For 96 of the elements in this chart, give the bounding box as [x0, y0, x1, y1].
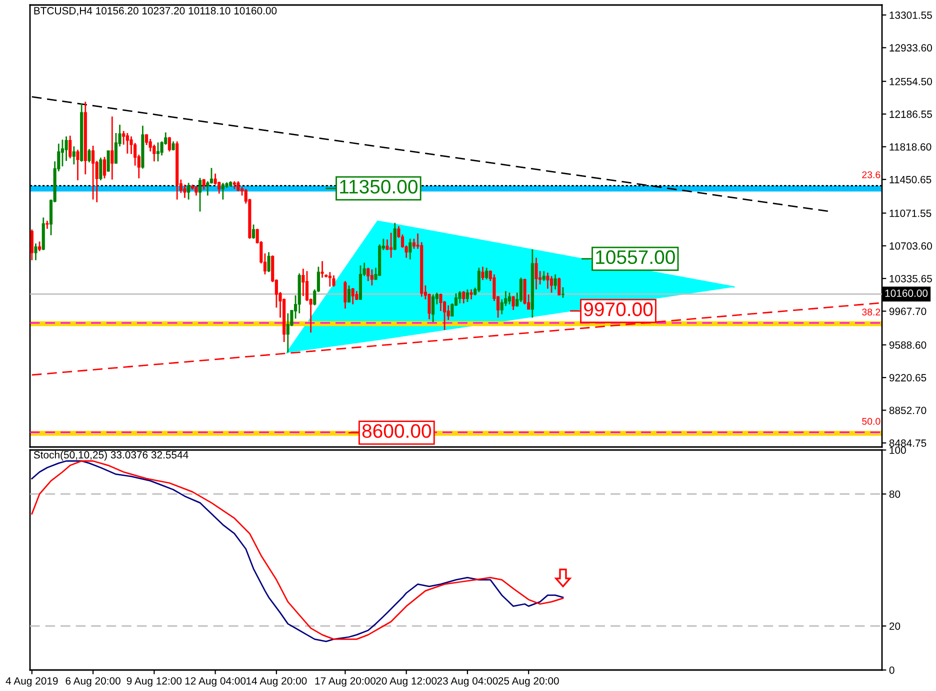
candlestick [408, 238, 412, 260]
candlestick [60, 138, 64, 168]
chart-title: Stoch(50,10,25) 33.0376 32.5544 [34, 450, 188, 461]
ref-line-label: 10160.00 [885, 290, 928, 297]
candlestick [302, 268, 305, 297]
y-tick-label: 9220.65 [889, 374, 926, 382]
annotation: 11350.00 [340, 180, 418, 194]
y-tick-label: 9588.60 [889, 341, 926, 349]
y-tick-label: 100 [890, 446, 906, 454]
candlestick [30, 228, 34, 261]
x-tick-label: 12 Aug 04:00 [185, 677, 246, 687]
candlestick [554, 274, 557, 290]
candlestick [320, 260, 324, 278]
annotation: 8600.00 [362, 424, 432, 438]
y-tick-label: 80 [889, 490, 900, 498]
candlestick [446, 304, 450, 321]
y-tick-label: 11071.55 [890, 210, 932, 217]
candlestick [236, 180, 240, 192]
candlestick [64, 136, 68, 162]
candlestick [519, 276, 522, 303]
x-tick-label: 17 Aug 20:00 [315, 677, 376, 687]
candlestick [168, 136, 171, 152]
candlestick [462, 290, 466, 304]
candlestick [347, 284, 351, 304]
y-tick-label: 10703.60 [890, 242, 932, 250]
candlestick [92, 145, 95, 200]
candlestick [546, 272, 550, 290]
chart-title: BTCUSD,H4 10156.20 10237.20 10118.10 10160.00 [34, 7, 277, 16]
candlestick [126, 132, 129, 154]
candlestick [550, 275, 554, 294]
y-tick-label: 10335.65 [890, 274, 932, 282]
y-tick-label: 12933.60 [890, 44, 932, 52]
candlestick [366, 267, 370, 282]
candlestick [458, 290, 462, 304]
candlestick [534, 257, 538, 290]
candlestick [252, 224, 256, 240]
x-tick-label: 14 Aug 20:00 [246, 677, 307, 687]
candlestick [187, 182, 190, 200]
candlestick [332, 274, 336, 288]
y-tick-label: 8852.70 [889, 406, 926, 414]
x-tick-label: 4 Aug 2019 [6, 677, 58, 687]
y-tick-label: 20 [889, 622, 900, 630]
candlestick [34, 242, 38, 261]
candlestick [267, 251, 270, 273]
annotation: 23.6 [862, 171, 880, 178]
y-tick-label: 11818.60 [890, 143, 932, 151]
candlestick [88, 148, 91, 164]
candlestick [390, 232, 393, 258]
annotation: 9970.00 [584, 302, 653, 316]
y-tick-label: 12186.55 [890, 110, 932, 118]
candlestick [477, 267, 480, 293]
annotation: 10557.00 [596, 250, 675, 264]
candlestick [466, 288, 469, 303]
y-tick-label: 9967.70 [889, 308, 926, 316]
candlestick [206, 180, 210, 196]
candlestick [558, 276, 561, 296]
x-tick-label: 6 Aug 20:00 [66, 677, 120, 687]
candlestick [99, 156, 102, 181]
candlestick [202, 178, 206, 190]
annotation: 38.2 [862, 308, 880, 316]
candlestick [432, 294, 435, 323]
candlestick [523, 278, 526, 306]
candlestick [351, 287, 354, 306]
candlestick [328, 271, 332, 288]
candlestick [198, 177, 202, 212]
candlestick [344, 280, 347, 310]
candlestick [370, 268, 374, 286]
candlestick [485, 267, 488, 280]
candlestick [38, 240, 42, 252]
candlestick [542, 270, 546, 282]
candlestick [286, 312, 290, 354]
annotation: 50.0 [862, 418, 880, 425]
candlestick [393, 222, 396, 251]
y-tick-label: 13301.55 [890, 11, 932, 19]
y-tick-label: 0 [889, 666, 894, 674]
candlestick [561, 286, 565, 299]
candlestick [156, 142, 160, 162]
candlestick [72, 146, 76, 166]
x-tick-label: 9 Aug 12:00 [126, 677, 182, 687]
candlestick [221, 182, 224, 200]
candlestick [439, 292, 442, 312]
y-tick-label: 11450.65 [890, 176, 932, 184]
candlestick [508, 292, 512, 306]
x-tick-label: 20 Aug 12:00 [376, 677, 437, 687]
x-tick-label: 25 Aug 20:00 [498, 677, 559, 687]
y-tick-label: 8484.75 [889, 439, 926, 447]
candlestick [512, 295, 515, 311]
candlestick [106, 150, 110, 172]
candlestick [110, 116, 114, 180]
candlestick [68, 134, 72, 160]
candlestick [481, 266, 484, 281]
candlestick [76, 149, 80, 181]
candlestick [183, 184, 186, 199]
candlestick [102, 156, 106, 180]
y-tick-label: 12554.50 [890, 78, 932, 86]
x-tick-label: 23 Aug 04:00 [437, 677, 498, 687]
